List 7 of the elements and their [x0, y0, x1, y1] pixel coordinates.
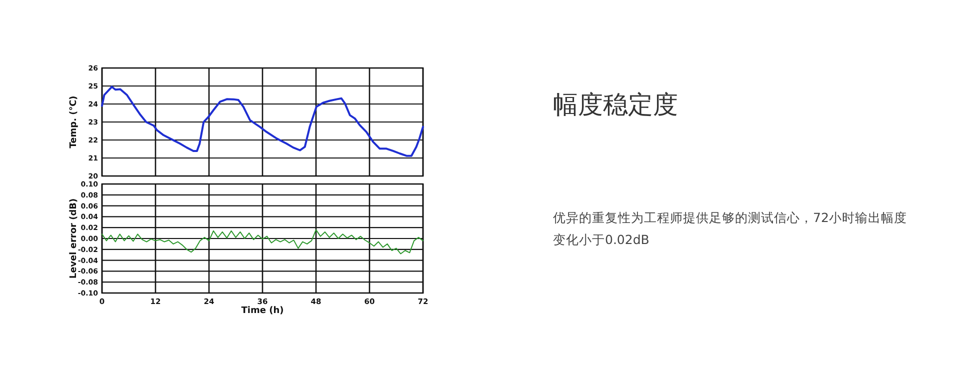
y-axis-title: Temp. (℃) — [69, 96, 79, 148]
text: 优异的重复性为工程师提供足够的测试信心，72小时输出幅度变化小于0.02dB — [553, 209, 908, 249]
line-series — [101, 86, 424, 157]
x-axis-title: Time (h) — [241, 306, 284, 316]
y-axis-title: Level error (dB) — [69, 198, 79, 279]
line-series — [102, 229, 424, 254]
text: 幅度稳定度 — [553, 89, 679, 121]
